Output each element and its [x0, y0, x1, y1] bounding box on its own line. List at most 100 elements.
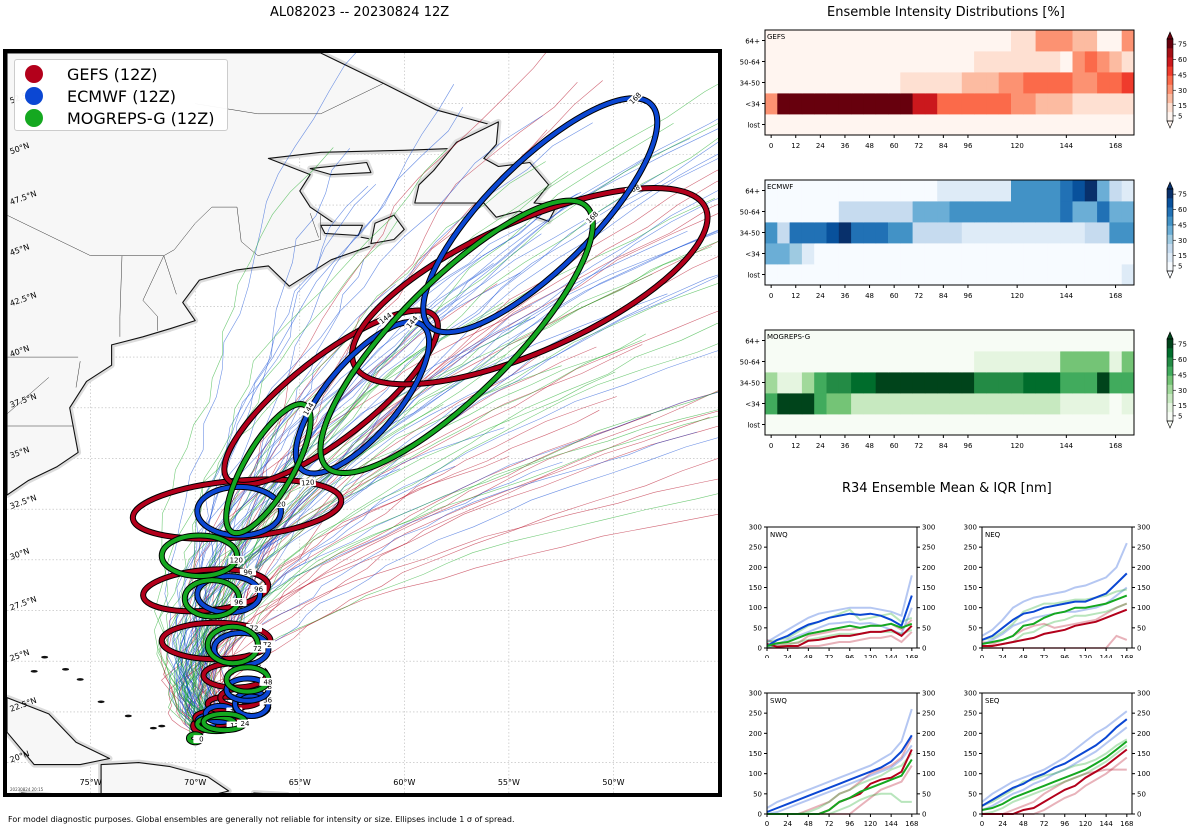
r34-y-label: 150 [964, 584, 977, 592]
heatmap-cell [1011, 243, 1024, 265]
heatmap-x-label: 24 [816, 442, 825, 450]
r34-x-label: 72 [1040, 820, 1049, 828]
heatmap-cell [814, 222, 827, 244]
ellipse-label-bg [301, 400, 316, 418]
heatmap-cell [998, 51, 1012, 73]
heatmap-cell [1011, 222, 1024, 244]
heatmap-cell [888, 93, 901, 115]
heatmap-cell [912, 372, 926, 394]
heatmap-x-label: 24 [816, 142, 825, 150]
heatmap-cell [974, 180, 987, 202]
r34-iqr-line [766, 708, 913, 809]
heatmap-cell [1011, 264, 1024, 286]
heatmap-cell [961, 330, 975, 352]
heatmap-cell [838, 201, 852, 223]
heatmap-cell [986, 264, 1000, 286]
r34-x-label: 96 [1060, 820, 1069, 828]
heatmap-cell [1035, 201, 1049, 223]
heatmap-cell [949, 30, 963, 52]
heatmap-cell [1121, 72, 1135, 94]
heatmap-cell [851, 93, 864, 115]
heatmap-cell [998, 201, 1012, 223]
heatmap-cell [986, 51, 1000, 73]
heatmap-cell [1109, 393, 1123, 415]
heatmap-cell [949, 180, 963, 202]
heatmap-cell [826, 264, 840, 286]
heatmap-cell [961, 201, 975, 223]
r34-x-label: 120 [1079, 654, 1092, 658]
heatmap-cell [765, 351, 778, 373]
r34-plot-area [767, 693, 917, 814]
ellipse-label-bg [404, 313, 420, 331]
colorbar-tick-label: 45 [1178, 371, 1187, 379]
heatmap-cell [937, 222, 950, 244]
r34-x-label: 120 [864, 654, 877, 658]
r34-y-label: 100 [964, 604, 977, 612]
forecast-ellipse-mogreps-g: 168 [317, 197, 601, 476]
r34-y-label-right: 100 [922, 770, 935, 778]
heatmap-cell [998, 330, 1012, 352]
r34-x-label: 144 [1099, 654, 1113, 658]
heatmap-cell [986, 222, 1000, 244]
colorbar-min-arrow [1166, 420, 1174, 429]
heatmap-cell [814, 93, 827, 115]
heatmap-cell [777, 51, 790, 73]
heatmap-cell [1060, 72, 1073, 94]
ensemble-track [214, 390, 718, 722]
legend-marker [25, 65, 43, 83]
r34-y-label-right: 50 [1137, 624, 1146, 632]
heatmap-cell [851, 114, 864, 136]
heatmap-cell [777, 222, 790, 244]
heatmap-cell [851, 180, 864, 202]
colorbar-tick-label: 15 [1178, 102, 1187, 110]
colorbar-segment [1167, 189, 1173, 199]
heatmap-cell [1084, 180, 1098, 202]
heatmap-cell [814, 51, 827, 73]
colorbar-segment [1167, 84, 1173, 94]
r34-y-label-right: 200 [922, 564, 935, 572]
heatmap-cell [1084, 264, 1098, 286]
heatmap-cell [1047, 201, 1061, 223]
heatmap-cell [1084, 114, 1098, 136]
ellipse-hour-label: 12 [230, 722, 239, 730]
heatmap-cell [826, 30, 840, 52]
heatmap-cell [986, 393, 1000, 415]
colorbar-frame [1166, 338, 1174, 422]
r34-y-label: 250 [749, 544, 762, 552]
heatmap-cell [838, 180, 852, 202]
legend-entry: ECMWF (12Z) [25, 85, 176, 107]
heatmap-cell [961, 372, 975, 394]
heatmap-cell [789, 372, 803, 394]
colorbar-segment [1167, 57, 1173, 67]
heatmap-cell [998, 393, 1012, 415]
land-mass [100, 762, 230, 793]
heatmap-cell [814, 30, 827, 52]
heatmap-cell [888, 372, 901, 394]
heatmap-cell [838, 414, 852, 436]
r34-mean-line [766, 734, 913, 813]
heatmap-cell [974, 114, 987, 136]
lon-label: 60°W [393, 778, 415, 787]
lon-label: 75°W [80, 778, 102, 787]
heatmap-cell [851, 264, 864, 286]
heatmap-cell [826, 351, 840, 373]
heatmap-cell [1023, 222, 1036, 244]
ensemble-track [165, 198, 715, 734]
heatmap-cell [1121, 393, 1135, 415]
r34-y-label-right: 250 [922, 544, 935, 552]
r34-y-label: 0 [758, 645, 762, 653]
heatmap-cell [1109, 243, 1123, 265]
heatmap-cell [888, 243, 901, 265]
r34-x-label: 72 [825, 820, 834, 828]
heatmap-cell [912, 351, 926, 373]
ellipse-ring [224, 402, 313, 536]
heatmap-cell [1060, 114, 1073, 136]
r34-x-label: 0 [980, 654, 984, 658]
colorbar-tick-label: 15 [1178, 402, 1187, 410]
heatmap-y-label: 50-64 [740, 59, 761, 67]
heatmap-cell [900, 180, 913, 202]
heatmap-cell [1011, 393, 1024, 415]
heatmap-y-label: 64+ [745, 188, 760, 196]
ensemble-track [202, 416, 710, 730]
heatmap-cell [961, 72, 975, 94]
